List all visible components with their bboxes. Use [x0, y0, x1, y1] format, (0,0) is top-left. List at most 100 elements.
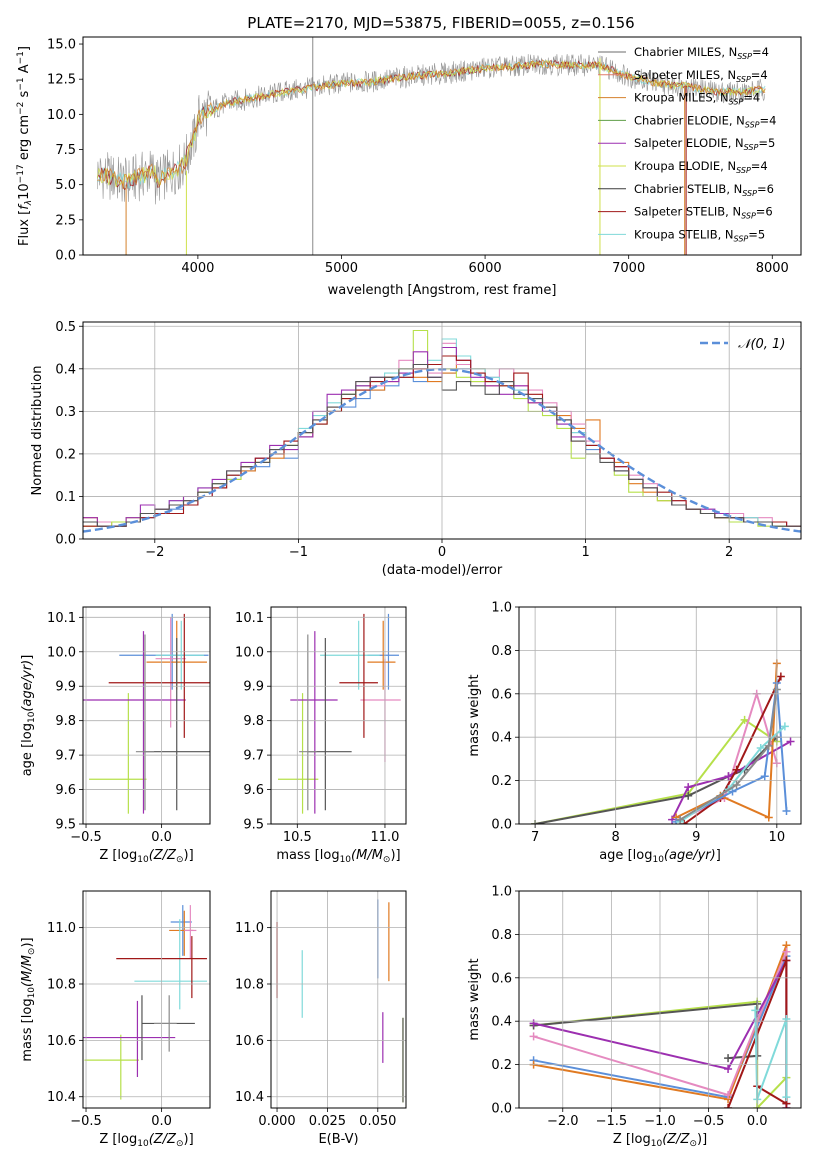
weight-marker-blue — [760, 772, 769, 781]
y-tick-label: 10.8 — [235, 978, 264, 993]
legend-entry: Chabrier STELIB, NSSP=6 — [634, 182, 774, 198]
mass-vs-ebv-plot-area — [276, 899, 404, 1103]
weight-marker-teal — [782, 1015, 791, 1024]
axes-frame — [82, 36, 802, 256]
y-tick-label: 10.4 — [47, 1090, 76, 1105]
weight-marker-teal — [782, 1093, 791, 1102]
y-tick-label: 7.5 — [55, 143, 76, 158]
weight-marker-gray — [732, 780, 741, 789]
y-tick-label: 0.6 — [491, 687, 512, 702]
x-tick-label: 11.0 — [370, 830, 399, 845]
x-axis-label: (data-model)/error — [382, 563, 503, 578]
age-vs-Z-axes: −0.5 0.0 9.5 9.6 9.7 9.8 9.9 10.0 10.1 Z [log10(Z… — [20, 606, 211, 865]
weight-marker-gray — [764, 741, 773, 750]
y-tick-label: 10.0 — [47, 645, 76, 660]
x-tick-label: 8 — [612, 830, 620, 845]
x-axis-label: age [log10(age/yr)] — [599, 848, 721, 865]
y-tick-label: 0.8 — [491, 928, 512, 943]
weight-line-teal — [754, 1010, 788, 1100]
x-tick-label: 10 — [769, 830, 786, 845]
weight-marker-darkred — [782, 956, 791, 965]
axes-frame — [518, 606, 802, 825]
weight-marker-orange — [764, 813, 773, 822]
axes-frame — [82, 890, 211, 1109]
x-tick-label: 5000 — [325, 261, 358, 276]
spectrum-plot-area — [97, 37, 766, 255]
x-tick-label: 0.000 — [258, 1114, 295, 1129]
y-tick-label: 12.5 — [47, 73, 76, 88]
x-axis-label: E(B-V) — [318, 1132, 358, 1147]
y-tick-label: 10.4 — [235, 1090, 264, 1105]
weight-line-gray — [679, 689, 778, 821]
legend-entry: 𝒩(0, 1) — [738, 337, 785, 352]
y-tick-label: 10.1 — [47, 611, 76, 626]
y-axis-label: Flux [fλ10−17 erg cm−2 s−1 A−1] — [16, 46, 34, 246]
legend-entry: Salpeter STELIB, NSSP=6 — [634, 205, 773, 221]
weight-line-green — [534, 718, 778, 824]
y-tick-label: 0.6 — [491, 971, 512, 986]
y-tick-label: 10.1 — [235, 611, 264, 626]
x-axis-label: Z [log10(Z/Z⊙)] — [99, 848, 193, 865]
y-tick-label: 9.7 — [243, 749, 264, 764]
weight-marker-purple — [529, 1019, 538, 1028]
y-axis-label: mass weight — [467, 674, 482, 756]
x-axis-label: wavelength [Angstrom, rest frame] — [328, 283, 557, 298]
weight-vs-age-axes: 7 8 9 10 0.0 0.2 0.4 0.6 0.8 1.0 mass weight age [l… — [467, 601, 802, 865]
y-tick-label: 0.0 — [55, 533, 76, 548]
y-tick-label: 1.0 — [491, 601, 512, 616]
mass-vs-Z-plot-area — [83, 905, 207, 1100]
y-tick-label: 9.8 — [55, 714, 76, 729]
y-axis-label: mass [log10(M/M⊙)] — [20, 937, 37, 1061]
y-tick-label: 0.4 — [491, 1015, 512, 1030]
y-tick-label: 11.0 — [47, 921, 76, 936]
y-tick-label: 9.7 — [55, 749, 76, 764]
x-tick-label: 8000 — [756, 261, 789, 276]
y-tick-label: 11.0 — [235, 921, 264, 936]
weight-marker-darkgray — [724, 1054, 733, 1063]
y-tick-label: 10.0 — [47, 108, 76, 123]
x-tick-label: 1 — [581, 545, 589, 560]
y-tick-label: 0.3 — [55, 405, 76, 420]
legend-entry: Salpeter ELODIE, NSSP=5 — [634, 136, 775, 152]
weight-marker-pink — [782, 947, 791, 956]
y-axis-label: age [log10(age/yr)] — [20, 655, 37, 777]
x-tick-label: 0 — [438, 545, 446, 560]
weight-marker-purple — [668, 815, 677, 824]
x-tick-label: 0.025 — [309, 1114, 346, 1129]
age-vs-mass-axes: 10.5 11.0 9.5 9.6 9.7 9.8 9.9 10.0 10.1 mass [log… — [235, 606, 407, 865]
y-tick-label: 9.6 — [55, 783, 76, 798]
weight-vs-Z-axes: −2.0 −1.5 −1.0 −0.5 0.0 0.0 0.2 0.4 0.6 0.8 1.0 Z [… — [467, 885, 802, 1149]
x-tick-label: 2 — [725, 545, 733, 560]
x-tick-label: 0.0 — [151, 1114, 172, 1129]
x-tick-label: −0.5 — [693, 1114, 725, 1129]
x-tick-label: 4000 — [181, 261, 214, 276]
y-tick-label: 15.0 — [47, 38, 76, 53]
weight-marker-pink — [724, 1090, 733, 1099]
weight-marker-darkred — [776, 672, 785, 681]
y-tick-label: 9.5 — [55, 818, 76, 833]
x-tick-label: −0.5 — [70, 1114, 102, 1129]
weight-marker-purple — [724, 1064, 733, 1073]
legend-entry: Kroupa MILES, NSSP=4 — [634, 91, 760, 107]
y-tick-label: 9.5 — [243, 818, 264, 833]
y-tick-label: 0.0 — [491, 818, 512, 833]
y-tick-label: 0.1 — [55, 490, 76, 505]
y-tick-label: 0.2 — [55, 447, 76, 462]
y-tick-label: 9.9 — [243, 680, 264, 695]
x-tick-label: −0.5 — [70, 830, 102, 845]
legend-entry: Kroupa STELIB, NSSP=5 — [634, 227, 765, 243]
spectrum-legend: Chabrier MILES, NSSP=4 Salpeter MILES, NS… — [598, 45, 776, 243]
y-tick-label: 0.8 — [491, 644, 512, 659]
residuals-axes: −2 −1 0 1 2 0.0 0.1 0.2 0.3 0.4 0.5 (data-model)/er… — [30, 320, 802, 578]
y-tick-label: 0.4 — [491, 731, 512, 746]
x-tick-label: −1.0 — [644, 1114, 676, 1129]
x-axis-label: mass [log10(M/M⊙)] — [276, 848, 400, 865]
figure-title: PLATE=2170, MJD=53875, FIBERID=0055, z=0… — [247, 14, 634, 32]
axes-frame — [82, 606, 211, 825]
y-tick-label: 10.8 — [47, 978, 76, 993]
weight-vs-age-plot-area — [531, 659, 795, 824]
x-axis-label: Z [log10(Z/Z⊙)] — [99, 1132, 193, 1149]
y-tick-label: 1.0 — [491, 885, 512, 900]
weight-marker-darkgray — [684, 791, 693, 800]
